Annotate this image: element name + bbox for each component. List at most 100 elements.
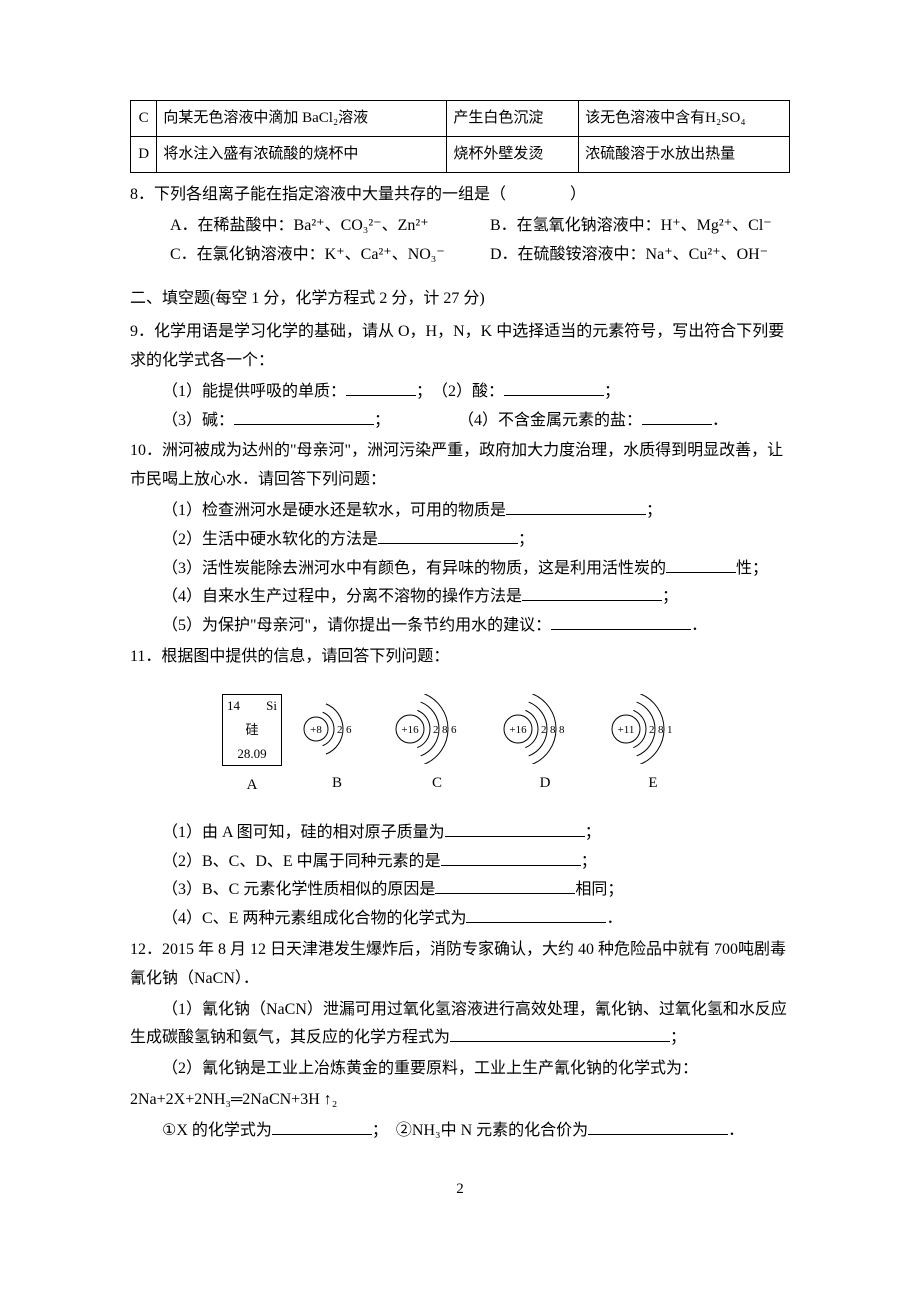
blank-q10-5	[551, 613, 691, 630]
blank-q11-3	[435, 877, 575, 894]
q11-p1a: （1）由 A 图可知，硅的相对原子质量为	[162, 824, 445, 841]
q9-p4a: （4）不含金属元素的盐：	[458, 412, 642, 429]
diagram-item-D: +16 288 D	[500, 694, 590, 797]
q11-p3a: （3）B、C 元素化学性质相似的原因是	[162, 881, 435, 898]
q10-p1b: ；	[646, 502, 662, 519]
element-symbol: Si	[266, 698, 277, 714]
page-number: 2	[130, 1176, 790, 1203]
q10-p3b: 性；	[736, 560, 768, 577]
element-name: 硅	[227, 722, 277, 738]
row-letter: C	[131, 101, 157, 137]
blank-q10-3	[666, 556, 736, 573]
q9-p4b: ．	[712, 412, 728, 429]
q9-p1c: ；	[604, 383, 620, 400]
q9-p1a: （1）能提供呼吸的单质：	[162, 383, 346, 400]
q10-p5a: （5）为保护"母亲河"，请你提出一条节约用水的建议：	[162, 617, 551, 634]
q10-p3a: （3）活性炭能除去洲河水中有颜色，有异味的物质，这是利用活性炭的	[162, 560, 666, 577]
q12-eq: 2Na+2X+2NH₃═2NaCN+3H ↑₂	[130, 1086, 790, 1115]
diagram-label: A	[247, 772, 258, 799]
blank-q9-1	[346, 379, 416, 396]
q11-p2b: ；	[581, 853, 597, 870]
atom-diagram: +16 288	[500, 694, 590, 764]
q12-p1b: ；	[670, 1029, 686, 1046]
diagram-item-E: +11281 E	[608, 694, 698, 797]
shell-electrons: 2	[337, 724, 343, 736]
q11-p3b: 相同；	[575, 881, 623, 898]
q11-p2a: （2）B、C、D、E 中属于同种元素的是	[162, 853, 441, 870]
blank-q12-1	[450, 1025, 670, 1042]
q10-p4b: ；	[662, 588, 678, 605]
q12-p1: （1）氰化钠（NaCN）泄漏可用过氧化氢溶液进行高效处理，氰化钠、过氧化氢和水反…	[130, 996, 790, 1054]
q10-p1: （1）检查洲河水是硬水还是软水，可用的物质是 ；	[130, 497, 790, 526]
diagram-label: D	[540, 770, 551, 797]
q8-stem: 8．下列各组离子能在指定溶液中大量共存的一组是（ ）	[130, 181, 790, 210]
nucleus-charge: +16	[509, 724, 527, 736]
blank-q11-1	[445, 820, 585, 837]
atom-diagram: +11281	[608, 694, 698, 764]
q9-line2: （3）碱：； （4）不含金属元素的盐：．	[130, 407, 790, 436]
shell-electrons: 1	[667, 724, 673, 736]
conclusion-table: C向某无色溶液中滴加 BaCl₂溶液产生白色沉淀该无色溶液中含有H₂SO₄D将水…	[130, 100, 790, 173]
row-conclusion: 浓硫酸溶于水放出热量	[579, 137, 790, 173]
q11-p1b: ；	[585, 824, 601, 841]
q9-stem: 9．化学用语是学习化学的基础，请从 O，H，N，K 中选择适当的元素符号，写出符…	[130, 318, 790, 376]
row-phenomenon: 产生白色沉淀	[447, 101, 579, 137]
q10-p1a: （1）检查洲河水是硬水还是软水，可用的物质是	[162, 502, 506, 519]
shell-electrons: 2	[541, 724, 547, 736]
diagram-item-C: +16286C	[392, 694, 482, 797]
q10-p2: （2）生活中硬水软化的方法是；	[130, 526, 790, 555]
q11-p3: （3）B、C 元素化学性质相似的原因是 相同；	[130, 876, 790, 905]
q11-p1: （1）由 A 图可知，硅的相对原子质量为 ；	[130, 819, 790, 848]
q9-line1: （1）能提供呼吸的单质： ； （2）酸： ；	[130, 378, 790, 407]
q12-p2: （2）氰化钠是工业上冶炼黄金的重要原料，工业上生产氰化钠的化学式为：	[130, 1055, 790, 1084]
q12-p3a: ①X 的化学式为	[162, 1122, 272, 1139]
q8-option-c: C．在氯化钠溶液中：K⁺、Ca²⁺、NO₃⁻	[170, 241, 470, 270]
q10-p4: （4）自来水生产过程中，分离不溶物的操作方法是 ；	[130, 583, 790, 612]
row-phenomenon: 烧杯外壁发烫	[447, 137, 579, 173]
q10-p5b: ．	[691, 617, 707, 634]
nucleus-charge: +16	[401, 724, 419, 736]
element-card: 14 Si 硅 28.09	[222, 694, 282, 766]
diagram-label: B	[332, 770, 342, 797]
q9-p1b: ； （2）酸：	[416, 383, 504, 400]
q10-p3: （3）活性炭能除去洲河水中有颜色，有异味的物质，这是利用活性炭的 性；	[130, 555, 790, 584]
diagram-item-A: 14 Si 硅 28.09 A	[222, 694, 282, 799]
q9-p3b: ；	[374, 412, 390, 429]
table-row: D将水注入盛有浓硫酸的烧杯中烧杯外壁发烫浓硫酸溶于水放出热量	[131, 137, 790, 173]
q10-p4a: （4）自来水生产过程中，分离不溶物的操作方法是	[162, 588, 522, 605]
blank-q11-2	[441, 849, 581, 866]
element-number: 14	[227, 698, 240, 714]
q11-p2: （2）B、C、D、E 中属于同种元素的是 ；	[130, 848, 790, 877]
q11-diagram-container: 14Si硅28.09A+826B+16286C+16288D+11281E	[130, 692, 790, 799]
q10-p2a: （2）生活中硬水软化的方法是	[162, 531, 378, 548]
row-letter: D	[131, 137, 157, 173]
blank-q10-4	[522, 584, 662, 601]
blank-q11-4	[466, 906, 606, 923]
shell-electrons: 8	[442, 724, 448, 736]
row-conclusion: 该无色溶液中含有H₂SO₄	[579, 101, 790, 137]
diagram-label: E	[648, 770, 657, 797]
section2-title: 二、填空题(每空 1 分，化学方程式 2 分，计 27 分)	[130, 285, 790, 314]
row-operation: 将水注入盛有浓硫酸的烧杯中	[157, 137, 447, 173]
q8-option-d: D．在硫酸铵溶液中：Na⁺、Cu²⁺、OH⁻	[490, 241, 790, 270]
nucleus-charge: +8	[310, 724, 322, 736]
shell-electrons: 8	[550, 724, 556, 736]
atom-diagram: +8 26	[300, 694, 374, 764]
q12-p3: ①X 的化学式为 ； ②NH₃中 N 元素的化合价为 ．	[130, 1117, 790, 1146]
nucleus-charge: +11	[618, 724, 635, 736]
q11-p4b: ．	[606, 910, 622, 927]
q8-options: A．在稀盐酸中：Ba²⁺、CO₃²⁻、Zn²⁺ B．在氢氧化钠溶液中：H⁺、Mg…	[130, 212, 790, 270]
q11-stem: 11．根据图中提供的信息，请回答下列问题：	[130, 643, 790, 672]
blank-q9-4	[642, 408, 712, 425]
blank-q12-3b	[588, 1118, 728, 1135]
q12-p3c: ．	[728, 1122, 744, 1139]
row-operation: 向某无色溶液中滴加 BaCl₂溶液	[157, 101, 447, 137]
blank-q10-1	[506, 498, 646, 515]
blank-q10-2	[378, 527, 518, 544]
diagram-item-B: +8 26 B	[300, 694, 374, 797]
shell-electrons: 8	[658, 724, 664, 736]
element-mass: 28.09	[227, 746, 277, 762]
shell-electrons: 6	[346, 724, 352, 736]
shell-electrons: 8	[559, 724, 565, 736]
q12-p3b: ； ②NH₃中 N 元素的化合价为	[372, 1122, 588, 1139]
